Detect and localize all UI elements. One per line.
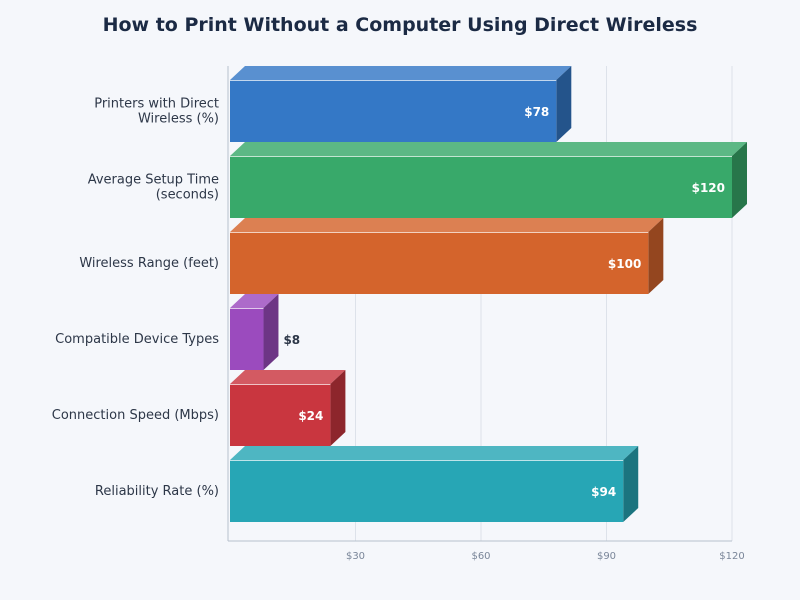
value-label: $78 [524,105,549,119]
bar-group [230,142,747,218]
value-label: $94 [591,485,616,499]
bar-top-face [230,294,279,308]
bar-group [230,294,279,370]
chart-title: How to Print Without a Computer Using Di… [102,14,698,36]
category-label: Printers with Direct Wireless (%) [94,97,219,127]
bar-side-face [623,446,639,522]
bar-side-face [732,142,747,218]
bar-group [230,370,346,446]
bar [230,80,557,142]
bar-top-face [230,370,346,384]
value-label: $8 [283,333,300,347]
bar-group [230,66,572,142]
bar-top-face [230,218,664,232]
bar-side-face [263,294,279,370]
x-tick-label: $30 [346,551,365,562]
value-label: $24 [298,409,323,423]
bar [230,384,331,446]
bar-top-face [230,142,747,156]
x-tick-label: $120 [719,551,744,562]
bar-side-face [648,218,664,294]
value-label: $100 [608,257,641,271]
category-label: Wireless Range (feet) [79,256,219,271]
bar-group [230,446,639,522]
bar [230,156,732,218]
bar [230,232,649,294]
x-tick-label: $90 [597,551,616,562]
category-label: Connection Speed (Mbps) [52,408,219,423]
bar-top-face [230,66,572,80]
bar-top-face [230,446,639,460]
bar-side-face [556,66,572,142]
bar-side-face [330,370,346,446]
x-tick-label: $60 [471,551,490,562]
category-label: Average Setup Time (seconds) [88,173,219,203]
bar [230,308,264,370]
bar [230,460,624,522]
bar-group [230,218,664,294]
category-label: Compatible Device Types [55,332,219,347]
category-label: Reliability Rate (%) [95,484,219,499]
value-label: $120 [692,181,725,195]
